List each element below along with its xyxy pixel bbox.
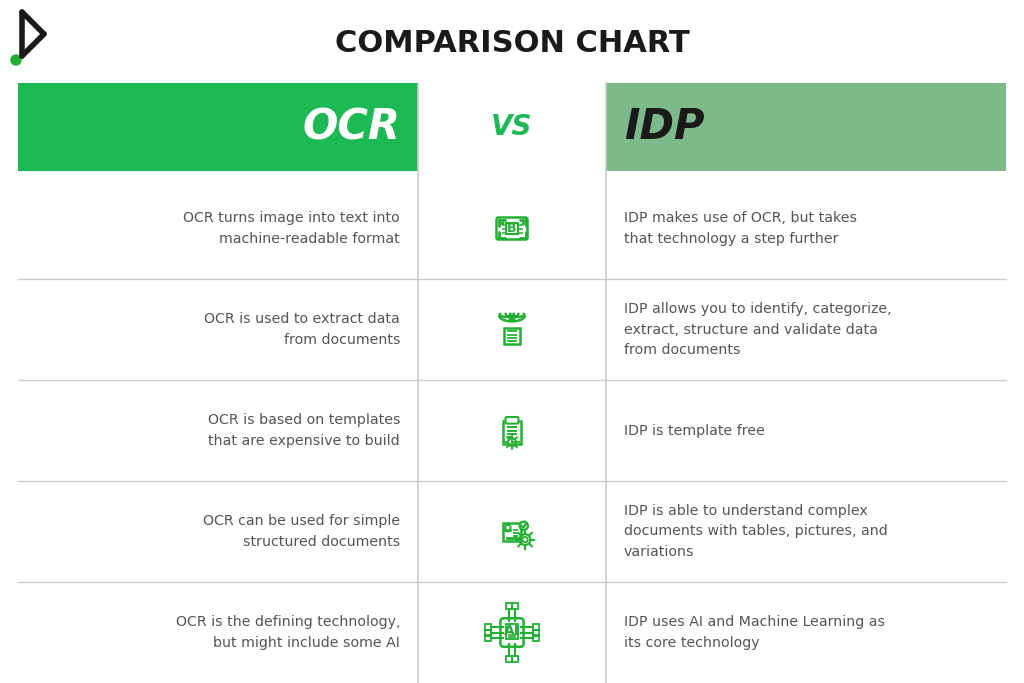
Text: OCR is used to extract data
from documents: OCR is used to extract data from documen… [204, 312, 400, 347]
Text: IDP makes use of OCR, but takes
that technology a step further: IDP makes use of OCR, but takes that tec… [624, 211, 857, 246]
Text: VS: VS [492, 113, 532, 141]
Text: IDP uses AI and Machine Learning as
its core technology: IDP uses AI and Machine Learning as its … [624, 615, 885, 650]
Text: AI: AI [504, 624, 520, 639]
Text: IDP: IDP [624, 106, 705, 148]
Text: OCR can be used for simple
structured documents: OCR can be used for simple structured do… [203, 514, 400, 549]
FancyBboxPatch shape [606, 83, 1006, 171]
Text: OCR: OCR [302, 106, 400, 148]
Text: IDP is template free: IDP is template free [624, 423, 765, 438]
Circle shape [11, 55, 22, 65]
Text: OCR turns image into text into
machine-readable format: OCR turns image into text into machine-r… [183, 211, 400, 246]
Text: B: B [507, 222, 517, 235]
FancyBboxPatch shape [506, 417, 518, 423]
Text: OCR is based on templates
that are expensive to build: OCR is based on templates that are expen… [208, 413, 400, 448]
Text: IDP allows you to identify, categorize,
extract, structure and validate data
fro: IDP allows you to identify, categorize, … [624, 302, 892, 357]
Text: IDP is able to understand complex
documents with tables, pictures, and
variation: IDP is able to understand complex docume… [624, 504, 888, 559]
Circle shape [519, 522, 528, 530]
Text: COMPARISON CHART: COMPARISON CHART [335, 29, 689, 59]
Text: OCR is the defining technology,
but might include some AI: OCR is the defining technology, but migh… [175, 615, 400, 650]
FancyBboxPatch shape [18, 83, 418, 171]
